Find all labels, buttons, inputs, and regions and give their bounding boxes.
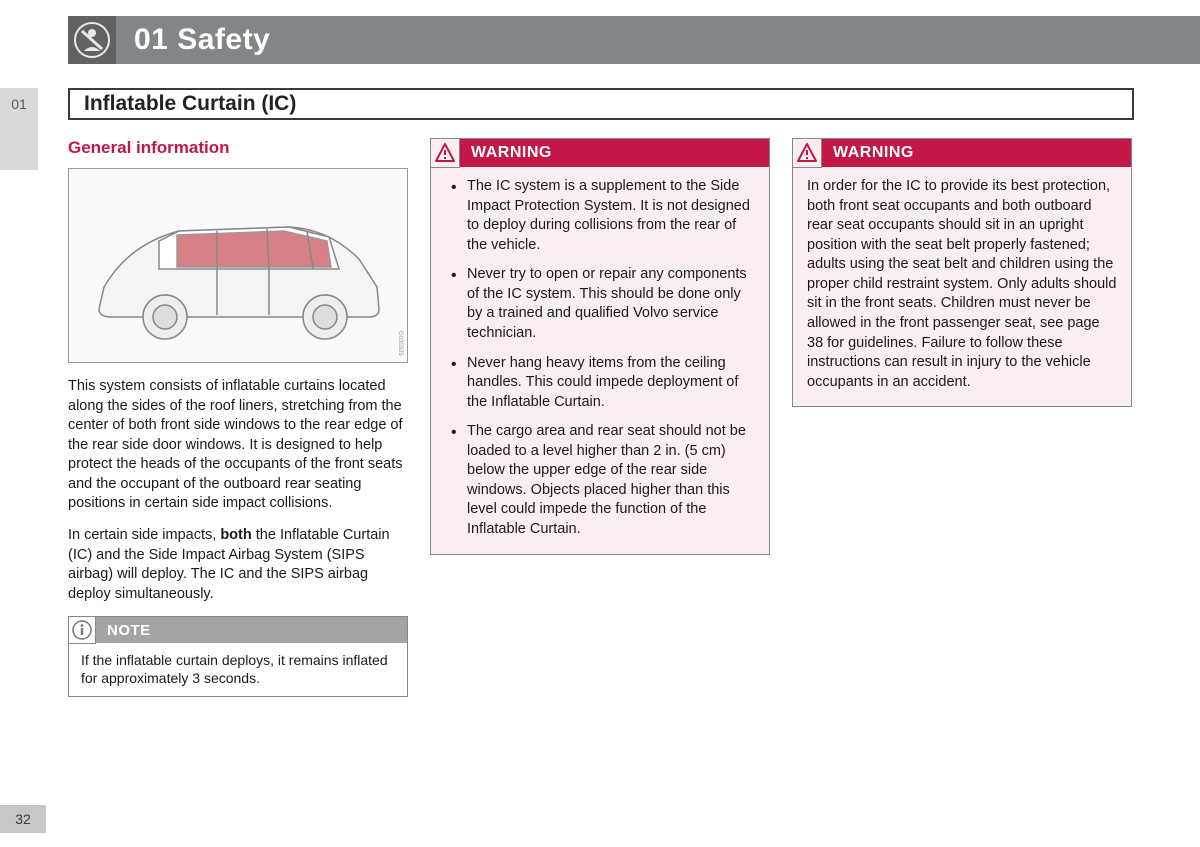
column-1: General information [68,138,408,697]
figure-reference: G030325 [397,331,403,356]
page-number-box: 32 [0,805,46,833]
warning-1-label: WARNING [471,144,552,162]
section-heading-text: Inflatable Curtain (IC) [84,92,296,116]
column-3: WARNING In order for the IC to provide i… [792,138,1132,697]
warning-1-item: The cargo area and rear seat should not … [445,422,755,539]
content-area: General information [68,138,1134,697]
warning-box-2: WARNING In order for the IC to provide i… [792,138,1132,407]
warning-icon [430,138,460,168]
section-heading: Inflatable Curtain (IC) [68,88,1134,120]
side-tab: 01 [0,88,38,170]
warning-2-label: WARNING [833,144,914,162]
warning-1-body: The IC system is a supplement to the Sid… [431,167,769,554]
warning-box-1: WARNING The IC system is a supplement to… [430,138,770,555]
info-icon [68,616,96,644]
note-header: NOTE [69,617,407,643]
page-number: 32 [15,811,31,827]
para-2: In certain side impacts, both the Inflat… [68,526,408,604]
seatbelt-icon [68,16,116,64]
para-1: This system consists of inflatable curta… [68,377,408,514]
general-info-heading: General information [68,138,408,158]
warning-1-item: Never try to open or repair any componen… [445,265,755,343]
note-box: NOTE If the inflatable curtain deploys, … [68,616,408,696]
warning-1-item: The IC system is a supplement to the Sid… [445,177,755,255]
chapter-header: 01 Safety [68,16,1200,64]
note-body: If the inflatable curtain deploys, it re… [69,643,407,695]
chapter-title: 01 Safety [134,23,270,57]
warning-2-body: In order for the IC to provide its best … [793,167,1131,406]
note-label: NOTE [107,622,151,639]
warning-1-header: WARNING [431,139,769,167]
vehicle-figure: G030325 [68,168,408,363]
warning-icon [792,138,822,168]
column-2: WARNING The IC system is a supplement to… [430,138,770,697]
para-2-bold: both [220,527,251,543]
warning-2-header: WARNING [793,139,1131,167]
para-2-pre: In certain side impacts, [68,527,220,543]
warning-1-item: Never hang heavy items from the ceiling … [445,354,755,413]
side-tab-label: 01 [11,96,27,112]
